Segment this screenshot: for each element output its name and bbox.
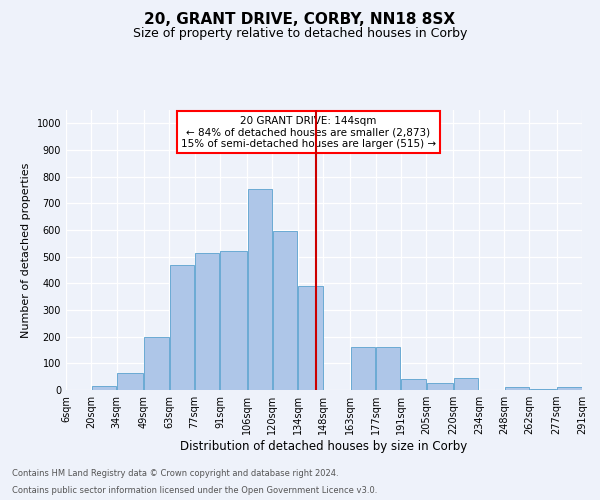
Bar	[170, 264, 194, 390]
Text: Size of property relative to detached houses in Corby: Size of property relative to detached ho…	[133, 28, 467, 40]
Text: 20 GRANT DRIVE: 144sqm
← 84% of detached houses are smaller (2,873)
15% of semi-: 20 GRANT DRIVE: 144sqm ← 84% of detached…	[181, 116, 436, 149]
Bar	[273, 232, 297, 390]
Bar	[220, 252, 247, 390]
Bar	[298, 286, 323, 390]
Bar	[145, 336, 169, 390]
Bar	[505, 388, 529, 390]
Bar	[401, 380, 426, 390]
Bar	[92, 386, 116, 390]
Bar	[117, 372, 143, 390]
Bar	[195, 252, 220, 390]
Bar	[351, 348, 375, 390]
Bar	[248, 188, 272, 390]
Y-axis label: Number of detached properties: Number of detached properties	[21, 162, 31, 338]
Text: Contains HM Land Registry data © Crown copyright and database right 2024.: Contains HM Land Registry data © Crown c…	[12, 468, 338, 477]
Bar	[557, 388, 581, 390]
Bar	[530, 388, 556, 390]
Bar	[454, 378, 478, 390]
Text: 20, GRANT DRIVE, CORBY, NN18 8SX: 20, GRANT DRIVE, CORBY, NN18 8SX	[145, 12, 455, 28]
Bar	[427, 384, 453, 390]
Text: Contains public sector information licensed under the Open Government Licence v3: Contains public sector information licen…	[12, 486, 377, 495]
X-axis label: Distribution of detached houses by size in Corby: Distribution of detached houses by size …	[181, 440, 467, 453]
Bar	[376, 348, 400, 390]
